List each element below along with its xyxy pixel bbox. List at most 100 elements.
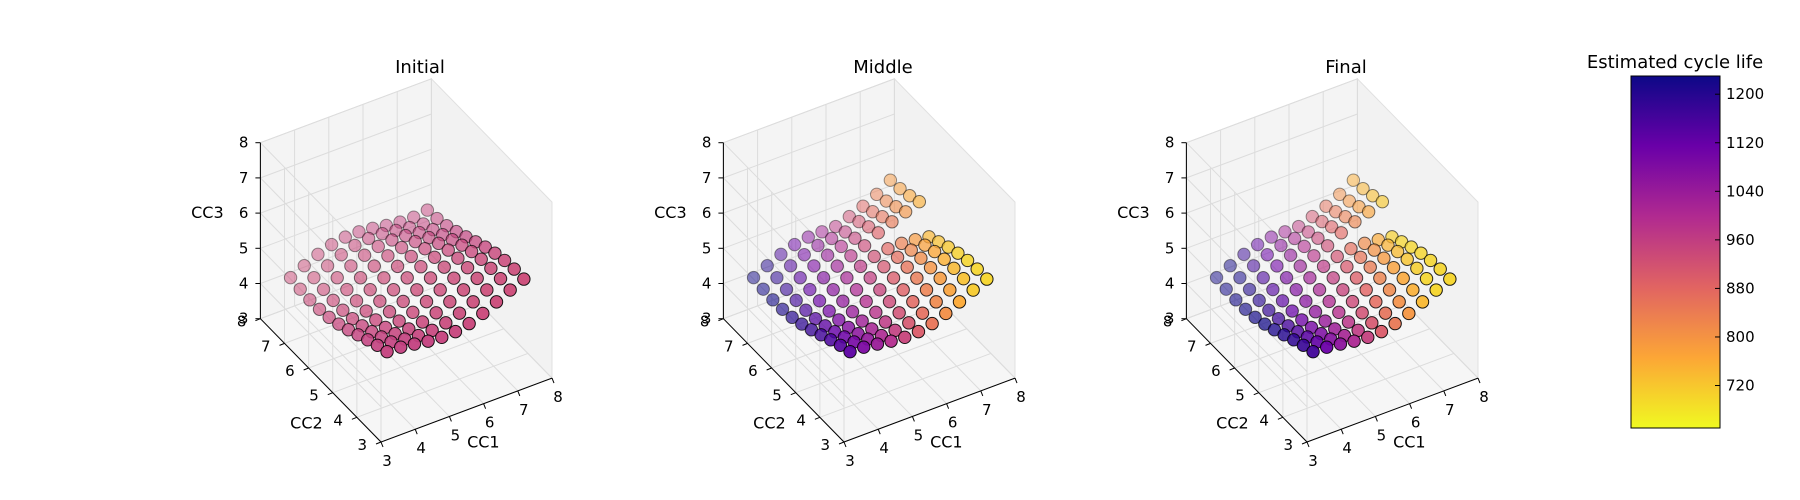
data-point <box>1301 225 1315 239</box>
data-point <box>1410 261 1424 276</box>
data-point <box>1248 310 1262 325</box>
x-tick <box>980 390 984 397</box>
data-point <box>849 283 864 297</box>
colorbar-tick-label: 1040 <box>1726 182 1764 200</box>
data-point <box>1381 238 1395 252</box>
y-tick <box>790 392 796 396</box>
data-point <box>361 231 376 246</box>
data-point <box>1355 306 1369 320</box>
data-point <box>1320 239 1335 253</box>
data-point <box>1295 313 1309 327</box>
grid-line <box>332 328 504 394</box>
data-point <box>433 283 447 297</box>
x-axis-label: CC1 <box>467 432 500 451</box>
data-point <box>890 250 905 264</box>
data-point <box>787 237 802 252</box>
z-axis-label: CC3 <box>191 203 224 222</box>
y-tick-label: 6 <box>285 362 295 380</box>
data-point <box>925 316 939 331</box>
x-tick-label: 6 <box>485 414 495 432</box>
y-axis-label: CC2 <box>290 414 323 433</box>
y-tick <box>838 441 845 445</box>
data-point <box>853 259 868 274</box>
data-point <box>1275 294 1290 308</box>
data-point <box>488 246 502 260</box>
z-tick-label: 6 <box>1165 204 1175 222</box>
data-point <box>785 310 799 325</box>
data-point <box>1316 259 1331 274</box>
x-tick-label: 8 <box>553 388 563 406</box>
data-point <box>960 253 975 268</box>
data-point <box>1400 252 1414 266</box>
data-point <box>369 313 383 327</box>
x-tick-label: 5 <box>451 426 461 444</box>
data-point <box>415 315 430 329</box>
data-point <box>420 203 435 217</box>
grid-line <box>260 113 432 179</box>
data-point <box>352 225 366 239</box>
data-point <box>297 259 311 273</box>
x-tick <box>517 390 521 397</box>
grid-line <box>1186 113 1358 179</box>
colorbar-tick-label: 720 <box>1726 377 1755 395</box>
data-point <box>1287 231 1302 246</box>
axis-line <box>1306 377 1479 443</box>
data-point <box>838 225 852 239</box>
data-point <box>1319 199 1333 213</box>
x-tick <box>414 429 418 435</box>
data-point <box>322 310 336 325</box>
data-point <box>348 238 362 253</box>
data-point <box>1291 219 1306 234</box>
data-point <box>929 295 943 309</box>
data-point <box>904 243 918 257</box>
data-point <box>956 271 971 286</box>
data-point <box>797 248 811 262</box>
data-point <box>815 225 829 239</box>
z-axis-label: CC3 <box>654 203 687 222</box>
data-point <box>877 260 891 274</box>
data-point <box>493 271 508 286</box>
data-point <box>902 189 917 203</box>
data-point <box>1365 189 1380 203</box>
data-point <box>419 294 434 309</box>
x-tick-label: 3 <box>845 452 855 470</box>
subplot-title: Final <box>1325 57 1366 78</box>
data-point <box>1297 239 1311 254</box>
data-point <box>1415 295 1430 309</box>
data-point <box>303 293 317 307</box>
data-point <box>1299 294 1313 308</box>
data-point <box>882 294 897 309</box>
data-point <box>464 244 479 259</box>
data-point <box>760 259 774 273</box>
data-point <box>418 242 432 256</box>
data-point <box>1386 260 1401 275</box>
y-tick-label: 8 <box>700 313 710 331</box>
grid-line <box>1258 328 1430 394</box>
data-point <box>400 271 414 285</box>
data-point <box>855 314 869 328</box>
data-point <box>826 282 840 297</box>
y-tick <box>351 416 358 420</box>
data-point <box>407 337 422 351</box>
colorbar-title: Estimated cycle life <box>1587 52 1763 73</box>
grid-line <box>260 212 382 337</box>
x-tick <box>1306 441 1310 448</box>
data-point <box>1345 294 1360 309</box>
data-point <box>1324 220 1339 234</box>
data-point <box>1318 314 1332 328</box>
x-tick <box>380 441 384 448</box>
data-point <box>437 260 451 274</box>
data-point <box>1250 237 1265 252</box>
y-tick <box>1277 416 1284 420</box>
data-point <box>375 226 389 241</box>
x-tick-label: 7 <box>982 401 992 419</box>
data-point <box>398 228 413 243</box>
data-point <box>480 283 494 297</box>
data-point <box>896 283 910 297</box>
data-point <box>1341 315 1356 329</box>
z-tick-label: 8 <box>239 134 249 152</box>
data-point <box>476 306 490 321</box>
